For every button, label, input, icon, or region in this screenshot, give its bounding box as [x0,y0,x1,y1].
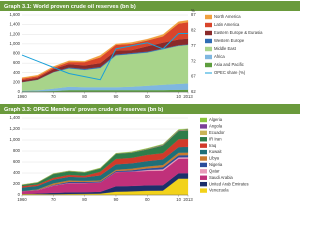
x-tick-label: 70 [51,197,56,202]
y-tick-label: 600 [13,159,21,164]
x-tick-label: 00 [145,94,150,99]
y-tick-label: 200 [13,181,21,186]
y-tick-label: 1,000 [10,41,21,46]
y-tick-label: 200 [13,79,21,84]
legend-swatch [205,30,212,36]
legend-swatch [205,46,212,52]
title-bar [0,104,300,114]
legend-swatch [200,181,207,187]
x-tick-label: 90 [114,94,119,99]
legend-swatch [200,149,207,155]
x-tick-label: 1960 [17,94,27,99]
legend-label: OPEC share (%) [214,70,246,75]
y-tick-label: 1,000 [10,137,21,142]
y2-tick-label: 67 [191,74,196,79]
x-tick-label: 00 [145,197,150,202]
legend-label: Latin America [214,22,240,27]
legend-label: Libya [209,156,220,161]
legend-label: Algeria [209,117,223,122]
legend-swatch [205,54,212,60]
legend-swatch [200,188,207,193]
legend-label: Qatar [209,168,220,173]
legend-swatch [200,143,207,148]
x-tick-label: 2013 [183,197,193,202]
legend-label: Western Europe [214,38,245,43]
chart: Graph 3.1: World proven crude oil reserv… [0,1,300,202]
y2-tick-label: 82 [191,28,196,33]
legend-label: Saudi Arabia [209,175,233,180]
y-tick-label: 600 [13,60,21,65]
y-tick-label: 0 [18,89,21,94]
legend-label: Ecuador [209,130,225,135]
area [21,128,189,186]
y-tick-label: 800 [13,148,21,153]
chart-title: Graph 3.1: World proven crude oil reserv… [4,4,136,10]
line [21,32,188,81]
x-tick-label: 10 [176,94,181,99]
y-tick-label: 800 [13,51,21,56]
title-bar [0,1,300,11]
page: {"chart_data": [ {"type": "area", "stack… [0,1,300,203]
y2-tick-label: 72 [191,58,196,63]
legend-swatch [200,124,207,129]
legend-label: Iraq [209,143,217,148]
y-tick-label: 1,400 [10,22,21,27]
x-tick-label: 1960 [17,197,27,202]
y-tick-label: 400 [13,70,21,75]
y-tick-label: 1,400 [10,115,21,120]
area [21,44,189,91]
legend-label: North America [214,14,241,19]
legend-label: Asia and Pacific [214,62,244,67]
x-tick-label: 80 [82,94,87,99]
legend-swatch [205,14,212,20]
y-tick-label: 0 [18,192,21,197]
area [21,20,189,79]
legend-label: Africa [214,54,225,59]
y2-tick-label: 87 [191,12,196,17]
legend-swatch [200,169,207,174]
x-tick-label: 10 [176,197,181,202]
legend-swatch [200,130,207,136]
chart-title: Graph 3.3: OPEC Members' proven crude oi… [4,107,163,113]
y2-tick-label: 62 [191,89,196,94]
legend-swatch [200,117,207,123]
legend-label: Angola [209,124,223,129]
x-tick-label: 2013 [183,94,193,99]
y2-axis-label: % [191,8,195,13]
legend-label: Nigeria [209,162,223,167]
legend-swatch [200,162,207,168]
legend-label: Kuwait [209,149,222,154]
legend-swatch [205,62,212,68]
legend-label: Middle East [214,46,237,51]
legend-label: Eastern Europe & Eurasia [214,30,263,35]
legend-label: United Arab Emirates [209,181,249,186]
legend-label: IR Iran [209,136,222,141]
y-tick-label: 400 [13,170,21,175]
y-tick-label: 1,200 [10,31,21,36]
legend-swatch [205,22,212,28]
legend-label: Venezuela [209,188,229,193]
x-tick-label: 70 [51,94,56,99]
y-tick-label: 1,200 [10,126,21,131]
x-tick-label: 90 [114,197,119,202]
legend-swatch [200,156,207,161]
x-tick-label: 80 [82,197,87,202]
legend-swatch [205,38,212,44]
y-tick-label: 1,600 [10,12,21,17]
legend-swatch [200,175,207,180]
legend-swatch [200,137,207,142]
y2-tick-label: 77 [191,43,196,48]
